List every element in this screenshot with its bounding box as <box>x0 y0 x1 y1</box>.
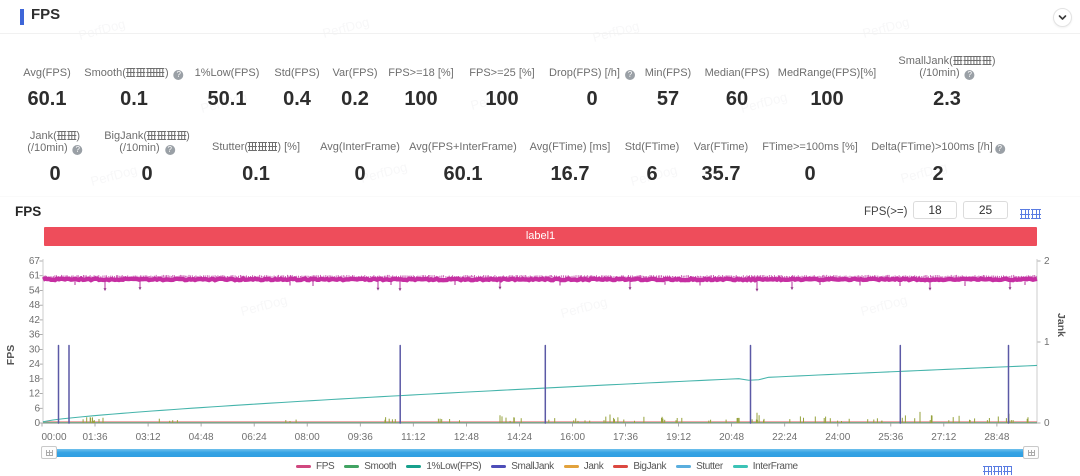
svg-text:24: 24 <box>29 359 41 370</box>
svg-text:19:12: 19:12 <box>666 432 691 443</box>
svg-text:14:24: 14:24 <box>507 432 532 443</box>
svg-text:00:00: 00:00 <box>41 432 66 443</box>
svg-text:04:48: 04:48 <box>189 432 214 443</box>
svg-text:0: 0 <box>1044 418 1050 429</box>
svg-text:61: 61 <box>29 271 41 282</box>
svg-text:12: 12 <box>29 389 41 400</box>
svg-text:36: 36 <box>29 330 41 341</box>
svg-text:2: 2 <box>1044 256 1050 267</box>
svg-text:03:12: 03:12 <box>136 432 161 443</box>
svg-text:27:12: 27:12 <box>931 432 956 443</box>
svg-text:18: 18 <box>29 374 41 385</box>
svg-text:24:00: 24:00 <box>825 432 850 443</box>
svg-text:11:12: 11:12 <box>401 432 426 443</box>
svg-text:42: 42 <box>29 315 41 326</box>
svg-text:09:36: 09:36 <box>348 432 373 443</box>
svg-text:22:24: 22:24 <box>772 432 797 443</box>
svg-text:0: 0 <box>34 418 40 429</box>
svg-text:Jank: Jank <box>1055 313 1067 337</box>
svg-text:28:48: 28:48 <box>984 432 1009 443</box>
svg-text:20:48: 20:48 <box>719 432 744 443</box>
svg-text:17:36: 17:36 <box>613 432 638 443</box>
svg-text:06:24: 06:24 <box>242 432 267 443</box>
svg-text:08:00: 08:00 <box>295 432 320 443</box>
svg-text:16:00: 16:00 <box>560 432 585 443</box>
svg-text:48: 48 <box>29 300 41 311</box>
svg-text:67: 67 <box>29 256 41 267</box>
svg-text:1: 1 <box>1044 337 1050 348</box>
svg-text:30: 30 <box>29 344 41 355</box>
svg-text:25:36: 25:36 <box>878 432 903 443</box>
svg-text:FPS: FPS <box>5 345 17 365</box>
svg-text:12:48: 12:48 <box>454 432 479 443</box>
svg-text:54: 54 <box>29 286 41 297</box>
svg-text:01:36: 01:36 <box>82 432 107 443</box>
svg-text:6: 6 <box>34 403 40 414</box>
